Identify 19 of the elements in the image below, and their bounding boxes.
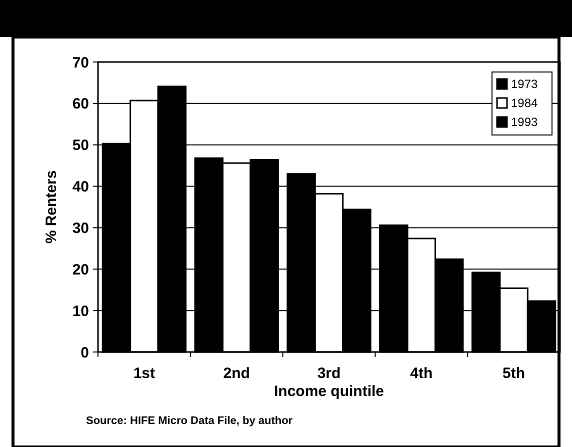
x-tick-label: 2nd [223, 365, 250, 382]
legend-label: 1993 [511, 115, 538, 130]
legend-label: 1973 [511, 77, 538, 92]
x-tick-label: 4th [410, 365, 433, 382]
source-note: Source: HIFE Micro Data File, by author [86, 415, 294, 427]
x-tick-label: 1st [133, 365, 156, 382]
y-tick-label: 10 [72, 302, 89, 320]
y-tick-label: 40 [72, 178, 89, 196]
y-tick-label: 60 [72, 96, 89, 113]
y-axis-title: % Renters [43, 170, 60, 244]
x-tick-label: 3rd [317, 365, 341, 382]
y-tick-label: 0 [80, 344, 89, 362]
y-tick-label: 20 [72, 261, 89, 278]
y-tick-label: 30 [72, 220, 89, 237]
y-tick-label: 70 [72, 54, 89, 72]
legend-label: 1984 [511, 96, 538, 110]
x-axis-title: Income quintile [274, 383, 384, 400]
y-tick-label: 50 [72, 137, 89, 154]
x-tick-label: 5th [502, 365, 526, 382]
